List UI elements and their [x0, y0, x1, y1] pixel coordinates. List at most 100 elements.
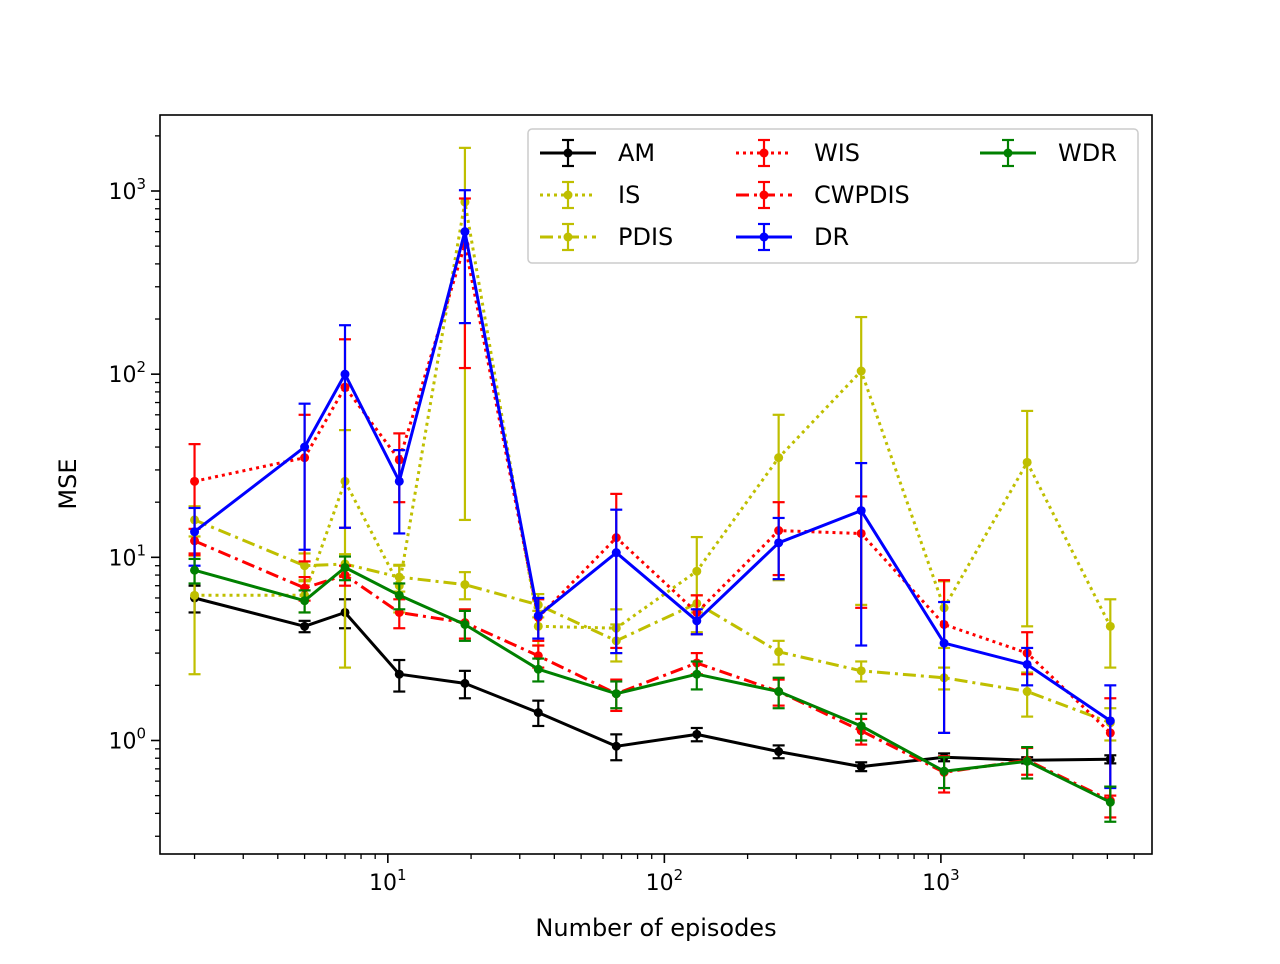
data-point [340, 562, 350, 572]
x-tick-base: 10 [369, 871, 397, 896]
legend-label: WDR [1058, 139, 1117, 167]
legend-marker [759, 148, 769, 158]
x-tick-exponent: 2 [674, 866, 684, 884]
series-dr [188, 189, 1117, 790]
x-tick-base: 10 [922, 871, 950, 896]
data-point [300, 561, 310, 571]
y-tick-base: 10 [108, 546, 136, 571]
legend-entry-cwpdis: CWPDIS [736, 180, 910, 210]
data-point [190, 565, 200, 575]
data-point [394, 572, 404, 582]
data-point [300, 442, 310, 452]
data-point [692, 729, 702, 739]
legend-marker [759, 190, 769, 200]
data-point [533, 664, 543, 674]
data-point [856, 721, 866, 731]
data-point [692, 616, 702, 626]
data-point [190, 527, 200, 537]
legend-box [527, 128, 1139, 264]
x-tick-base: 10 [646, 871, 674, 896]
legend-entry-pdis: PDIS [540, 222, 673, 252]
plot-frame [159, 114, 1153, 855]
data-point [856, 666, 866, 676]
legend-label: DR [814, 223, 849, 251]
y-tick-label: 103 [108, 175, 146, 205]
legend-marker [1003, 148, 1013, 158]
data-point [774, 747, 784, 757]
legend: AM IS PDIS WIS CWPDIS DR WDR [527, 128, 1139, 264]
data-point [1022, 457, 1032, 467]
y-tick-exponent: 2 [136, 358, 146, 376]
legend-label: AM [618, 139, 655, 167]
data-point [856, 506, 866, 516]
x-axis-label: Number of episodes [535, 914, 776, 942]
data-point [692, 566, 702, 576]
legend-marker [759, 232, 769, 242]
legend-entry-am: AM [540, 138, 655, 168]
data-point [460, 580, 470, 590]
data-point [190, 590, 200, 600]
y-tick-label: 101 [108, 541, 146, 571]
data-point [856, 366, 866, 376]
data-point [533, 611, 543, 621]
data-point [939, 638, 949, 648]
y-tick-base: 10 [108, 363, 136, 388]
x-tick-label: 101 [369, 866, 407, 896]
data-point [394, 590, 404, 600]
legend-entry-wdr: WDR [980, 138, 1117, 168]
y-axis-label: MSE [54, 458, 82, 509]
x-tick-label: 102 [646, 866, 684, 896]
legend-marker [563, 190, 573, 200]
series-layer [188, 146, 1117, 823]
data-point [1022, 659, 1032, 669]
x-tick-label: 103 [922, 866, 960, 896]
legend-label: WIS [814, 139, 860, 167]
legend-label: IS [618, 181, 640, 209]
data-point [1105, 621, 1115, 631]
series-wdr [188, 555, 1117, 823]
data-point [394, 476, 404, 486]
data-point [300, 596, 310, 606]
data-point [460, 619, 470, 629]
data-point [460, 678, 470, 688]
legend-entry-wis: WIS [736, 138, 860, 168]
y-tick-base: 10 [108, 180, 136, 205]
data-point [1022, 687, 1032, 697]
y-tick-exponent: 1 [136, 541, 146, 559]
data-point [939, 766, 949, 776]
legend-entry-is: IS [540, 180, 640, 210]
legend-marker [563, 148, 573, 158]
data-point [774, 687, 784, 697]
data-point [774, 647, 784, 657]
data-point [1105, 797, 1115, 807]
data-point [611, 548, 621, 558]
legend-marker [563, 232, 573, 242]
data-point [774, 453, 784, 463]
legend-entry-dr: DR [736, 222, 849, 252]
x-tick-exponent: 1 [397, 866, 407, 884]
x-tick-exponent: 3 [950, 866, 960, 884]
data-point [1105, 716, 1115, 726]
data-point [300, 621, 310, 631]
data-point [611, 689, 621, 699]
y-tick-label: 102 [108, 358, 146, 388]
data-point [533, 708, 543, 718]
data-point [190, 476, 200, 486]
data-point [692, 669, 702, 679]
data-point [460, 227, 470, 237]
y-tick-label: 100 [108, 724, 146, 754]
data-point [394, 669, 404, 679]
y-tick-base: 10 [108, 729, 136, 754]
data-point [1022, 756, 1032, 766]
data-point [611, 741, 621, 751]
y-tick-exponent: 0 [136, 724, 146, 742]
data-point [774, 538, 784, 548]
data-point [340, 369, 350, 379]
data-point [856, 762, 866, 772]
y-tick-exponent: 3 [136, 175, 146, 193]
legend-label: CWPDIS [814, 181, 910, 209]
legend-label: PDIS [618, 223, 673, 251]
